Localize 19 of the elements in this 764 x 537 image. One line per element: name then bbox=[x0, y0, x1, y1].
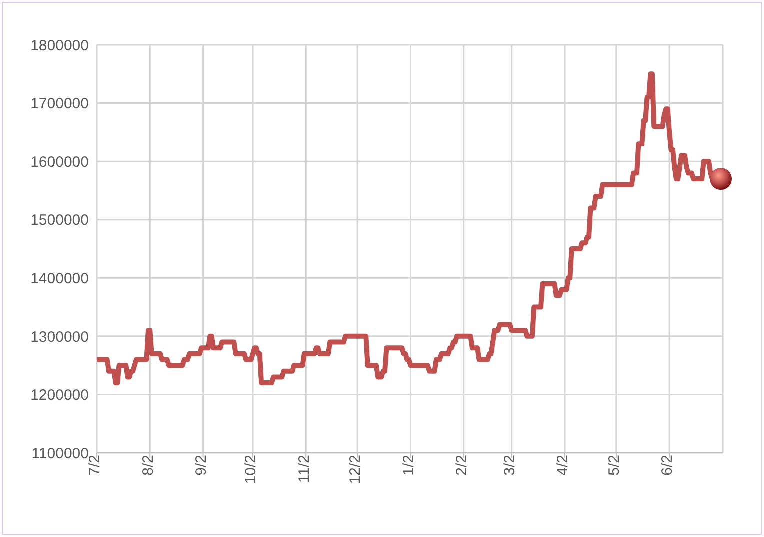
y-tick-label: 1300000 bbox=[30, 328, 89, 346]
y-tick-label: 1100000 bbox=[32, 445, 89, 462]
y-tick-label: 1700000 bbox=[30, 96, 89, 113]
x-tick-label: 4/2 bbox=[554, 455, 572, 476]
x-tick-label: 12/2 bbox=[347, 455, 364, 484]
x-tick-label: 5/2 bbox=[606, 455, 624, 476]
x-tick-label: 8/2 bbox=[140, 455, 157, 476]
x-tick-label: 11/2 bbox=[296, 455, 313, 484]
y-tick-label: 1500000 bbox=[30, 212, 89, 230]
y-tick-label: 1400000 bbox=[30, 270, 89, 288]
x-tick-label: 1/2 bbox=[400, 455, 418, 476]
x-tick-label: 9/2 bbox=[192, 455, 210, 476]
x-tick-label: 6/2 bbox=[659, 455, 676, 476]
y-tick-label: 1600000 bbox=[30, 154, 89, 171]
y-tick-label: 1200000 bbox=[30, 387, 89, 404]
y-tick-label: 1800000 bbox=[30, 37, 89, 54]
x-tick-label: 3/2 bbox=[502, 455, 519, 476]
x-tick-label: 10/2 bbox=[242, 455, 260, 484]
x-tick-label: 2/2 bbox=[454, 455, 471, 476]
